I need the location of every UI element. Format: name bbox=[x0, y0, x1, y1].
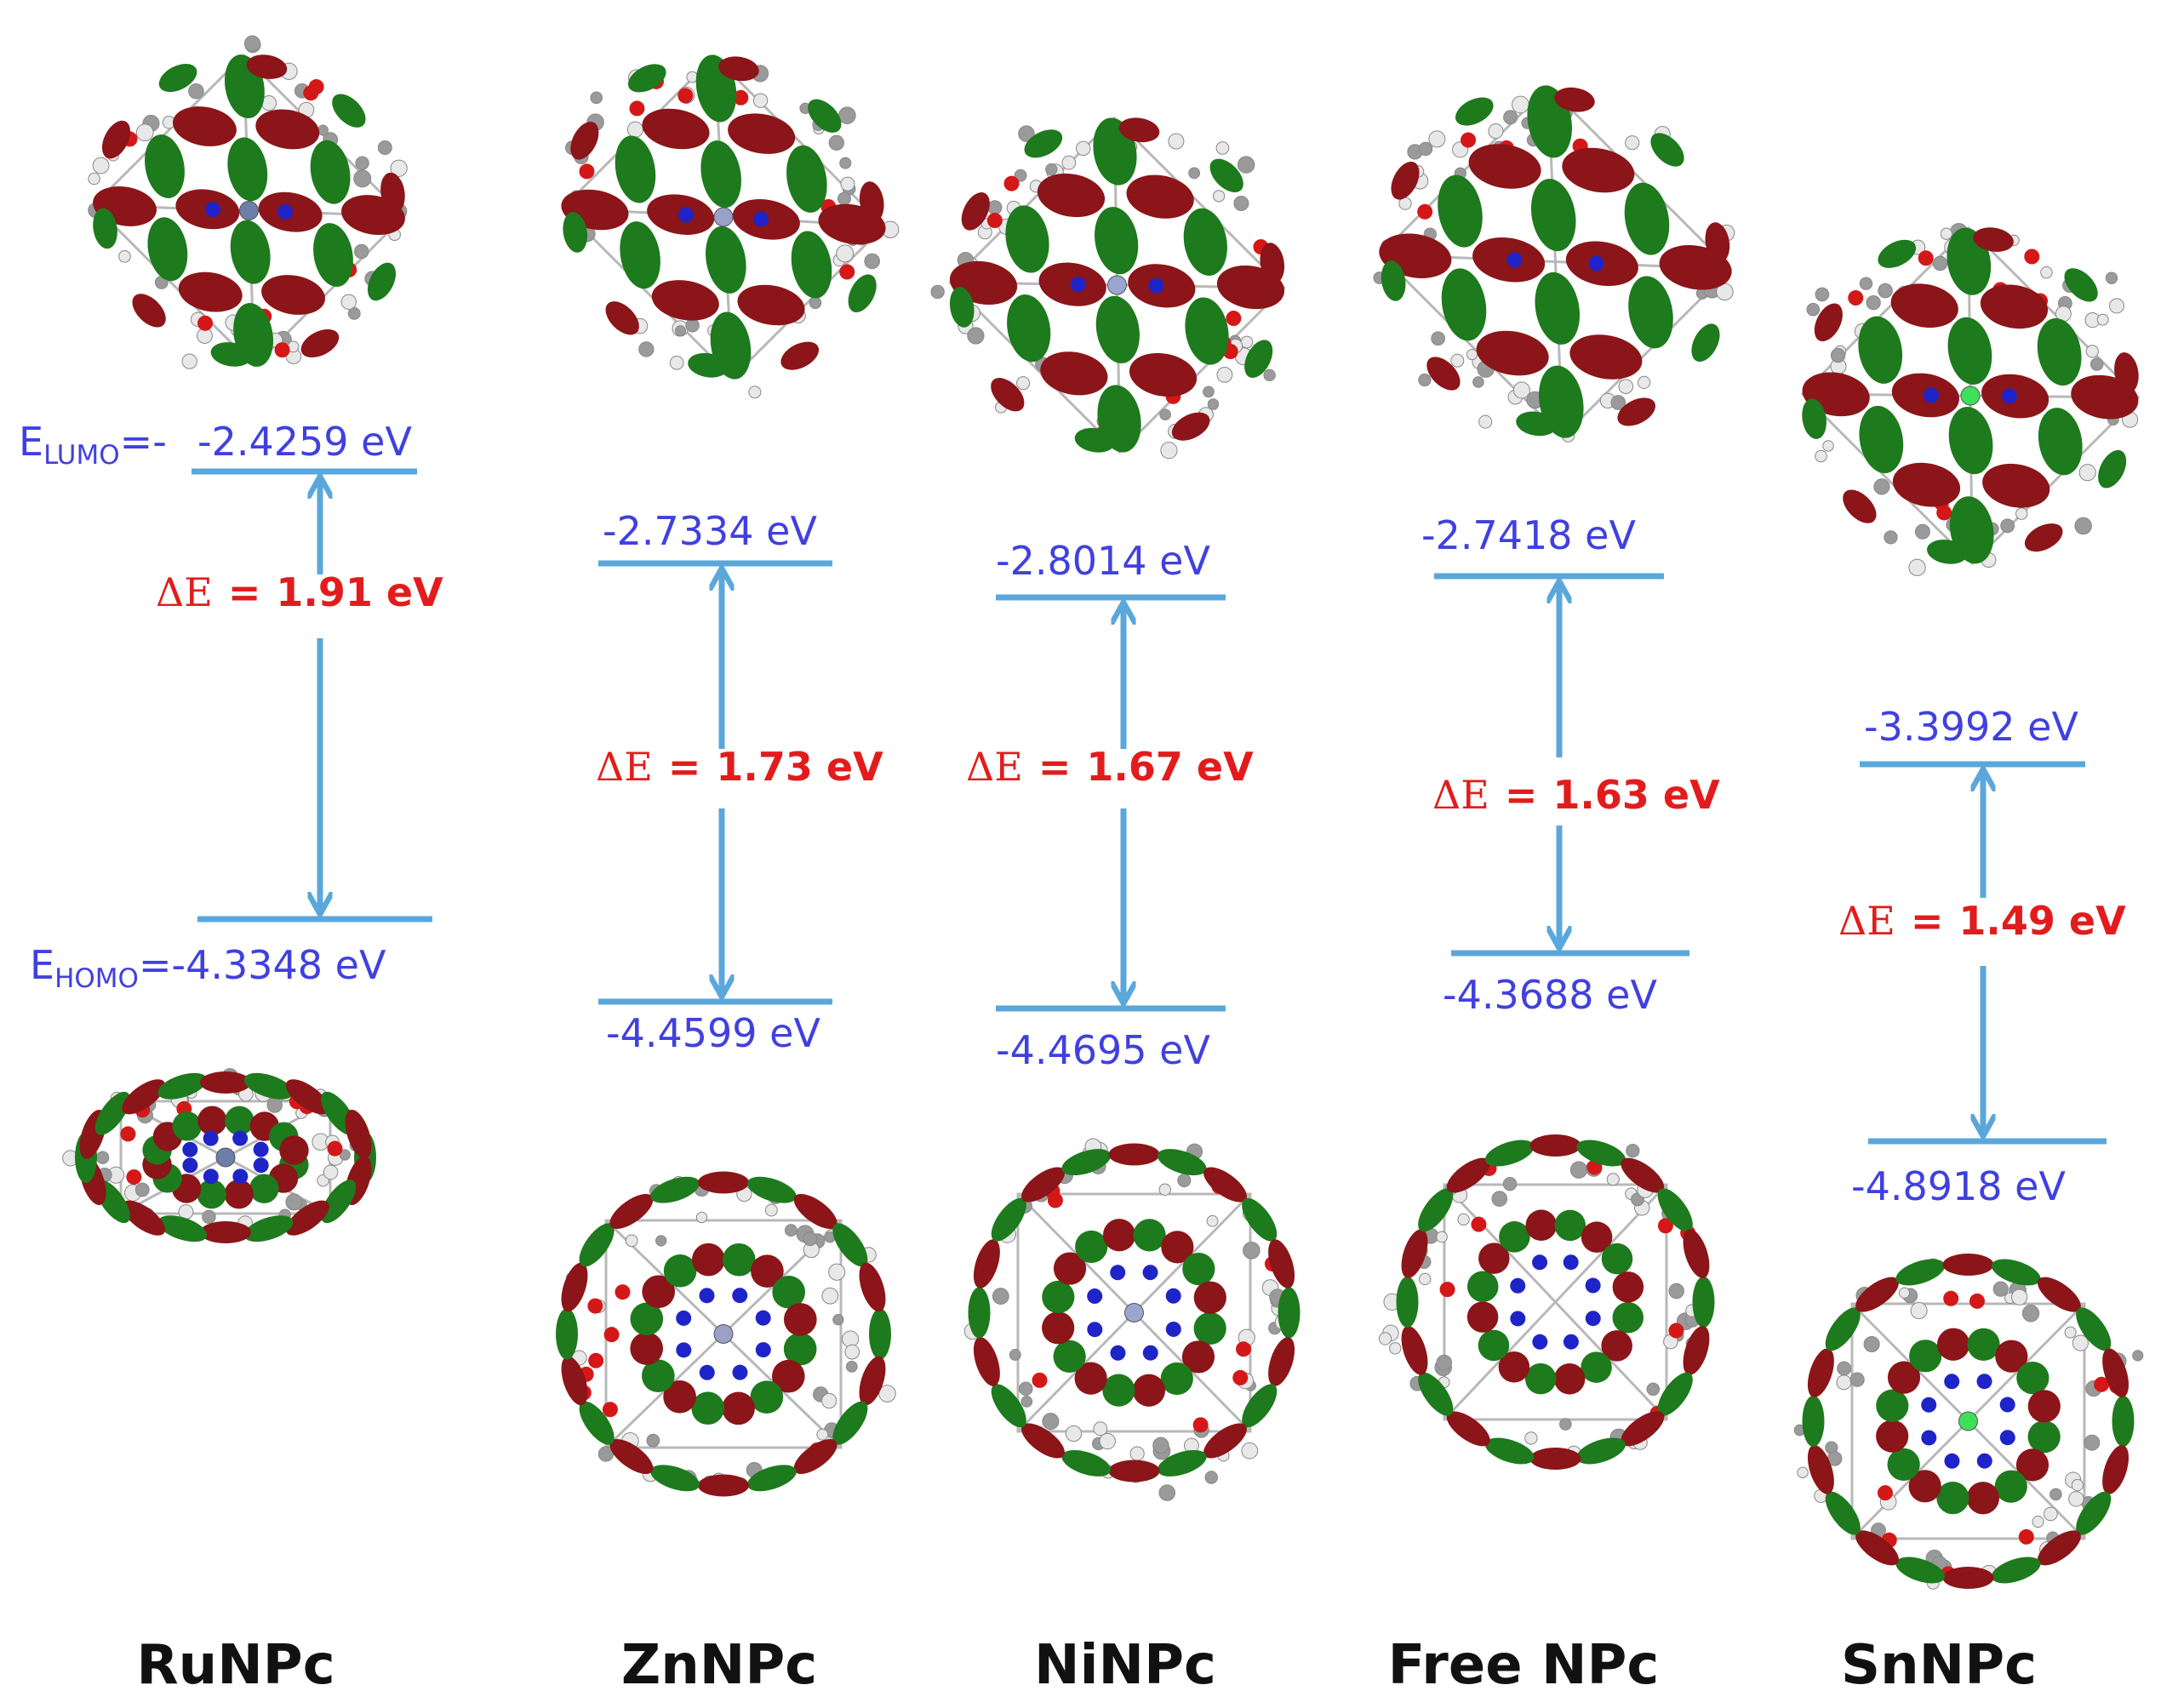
delta-symbol: ΔE bbox=[596, 744, 653, 790]
column-ninpc: -2.8014 eV -4.4695 eV ΔE = 1.67 eV NiNPc bbox=[966, 538, 1254, 1697]
gap-value: 1.63 eV bbox=[1552, 772, 1720, 818]
molecule-name: RuNPc bbox=[136, 1634, 334, 1697]
column-snnpc: -3.3992 eV -4.8918 eV ΔE = 1.49 eV SnNPc bbox=[1838, 704, 2126, 1697]
lumo-value: -2.8014 eV bbox=[996, 538, 1210, 584]
homo-orbital-image bbox=[1378, 1134, 1715, 1471]
delta-symbol: ΔE bbox=[1838, 898, 1895, 944]
lumo-eq: =- bbox=[120, 419, 167, 465]
lumo-label: ELUMO=- -2.4259 eV bbox=[19, 419, 412, 471]
gap-value: 1.67 eV bbox=[1086, 744, 1254, 790]
lumo-value: -2.7334 eV bbox=[603, 508, 817, 554]
column-free-npc: -2.7418 eV -4.3688 eV ΔE = 1.63 eV Free NPc bbox=[1388, 512, 1720, 1697]
lumo-orbital-image bbox=[1373, 84, 1735, 443]
delta-eq: = bbox=[1911, 898, 1944, 944]
lumo-value: -3.3992 eV bbox=[1864, 704, 2078, 750]
energy-gap-label: ΔE = 1.67 eV bbox=[966, 744, 1254, 790]
delta-eq: = bbox=[228, 569, 261, 615]
homo-value: -4.4695 eV bbox=[996, 1027, 1210, 1073]
energy-gap-label: ΔE = 1.91 eV bbox=[156, 569, 443, 615]
lumo-orbital-image bbox=[930, 116, 1286, 460]
delta-eq: = bbox=[668, 744, 701, 790]
homo-value: -4.8918 eV bbox=[1851, 1163, 2066, 1209]
delta-symbol: ΔE bbox=[966, 744, 1023, 790]
gap-value: 1.49 eV bbox=[1958, 898, 2126, 944]
homo-prefix: E bbox=[30, 942, 54, 988]
homo-orbital-image bbox=[963, 1138, 1301, 1501]
gap-value: 1.91 eV bbox=[276, 569, 443, 615]
column-znnpc: -2.7334 eV -4.4599 eV ΔE = 1.73 eV ZnNPc bbox=[596, 508, 883, 1697]
lumo-orbital-image bbox=[88, 35, 408, 369]
lumo-value: -2.7418 eV bbox=[1421, 512, 1636, 558]
homo-eq: =-4.3348 eV bbox=[139, 942, 386, 988]
homo-sub: HOMO bbox=[54, 963, 139, 994]
lumo-prefix: E bbox=[19, 419, 43, 465]
orbital-images bbox=[62, 35, 2144, 1590]
molecule-name: SnNPc bbox=[1841, 1634, 2037, 1697]
delta-eq: = bbox=[1505, 772, 1538, 818]
lumo-value: -2.4259 eV bbox=[197, 419, 412, 465]
delta-symbol: ΔE bbox=[1432, 772, 1489, 818]
delta-eq: = bbox=[1038, 744, 1072, 790]
homo-orbital-image bbox=[555, 1171, 896, 1497]
homo-orbital-image bbox=[1793, 1253, 2144, 1590]
gap-value: 1.73 eV bbox=[716, 744, 883, 790]
homo-value: -4.4599 eV bbox=[606, 1010, 820, 1056]
molecule-name: ZnNPc bbox=[621, 1634, 817, 1697]
lumo-orbital-image bbox=[561, 54, 900, 399]
homo-label: EHOMO=-4.3348 eV bbox=[30, 942, 386, 994]
molecule-name: Free NPc bbox=[1388, 1634, 1660, 1697]
energy-gap-label: ΔE = 1.73 eV bbox=[596, 744, 883, 790]
delta-symbol: ΔE bbox=[156, 569, 213, 615]
energy-gap-label: ΔE = 1.49 eV bbox=[1838, 898, 2126, 944]
lumo-sub: LUMO bbox=[43, 440, 120, 471]
energy-gap-label: ΔE = 1.63 eV bbox=[1432, 772, 1720, 818]
lumo-orbital-image bbox=[1800, 222, 2141, 576]
homo-value: -4.3688 eV bbox=[1443, 972, 1657, 1018]
homo-orbital-image bbox=[62, 1068, 376, 1244]
molecule-name: NiNPc bbox=[1034, 1634, 1216, 1697]
